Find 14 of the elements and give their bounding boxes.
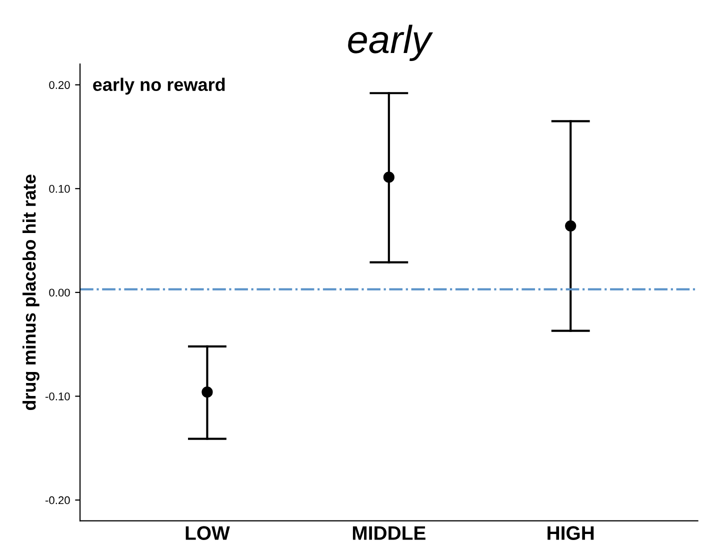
y-tick-label: 0.20 — [49, 81, 70, 89]
point — [565, 220, 576, 232]
y-tick-label: -0.20 — [45, 496, 70, 504]
x-tick-label: LOW — [186, 526, 230, 540]
point — [202, 386, 213, 398]
y-tick-label: 0.00 — [49, 288, 70, 297]
point — [383, 172, 394, 183]
y-tick-label: 0.10 — [49, 184, 70, 193]
x-tick-label: MIDDLE — [352, 526, 426, 540]
x-tick-label: HIGH — [548, 526, 594, 540]
y-tick-label: -0.10 — [45, 392, 70, 400]
chart-title: early — [348, 24, 434, 62]
annotation: early no reward — [93, 78, 225, 95]
y-axis-title: drug minus placebo hit rate — [22, 174, 40, 410]
